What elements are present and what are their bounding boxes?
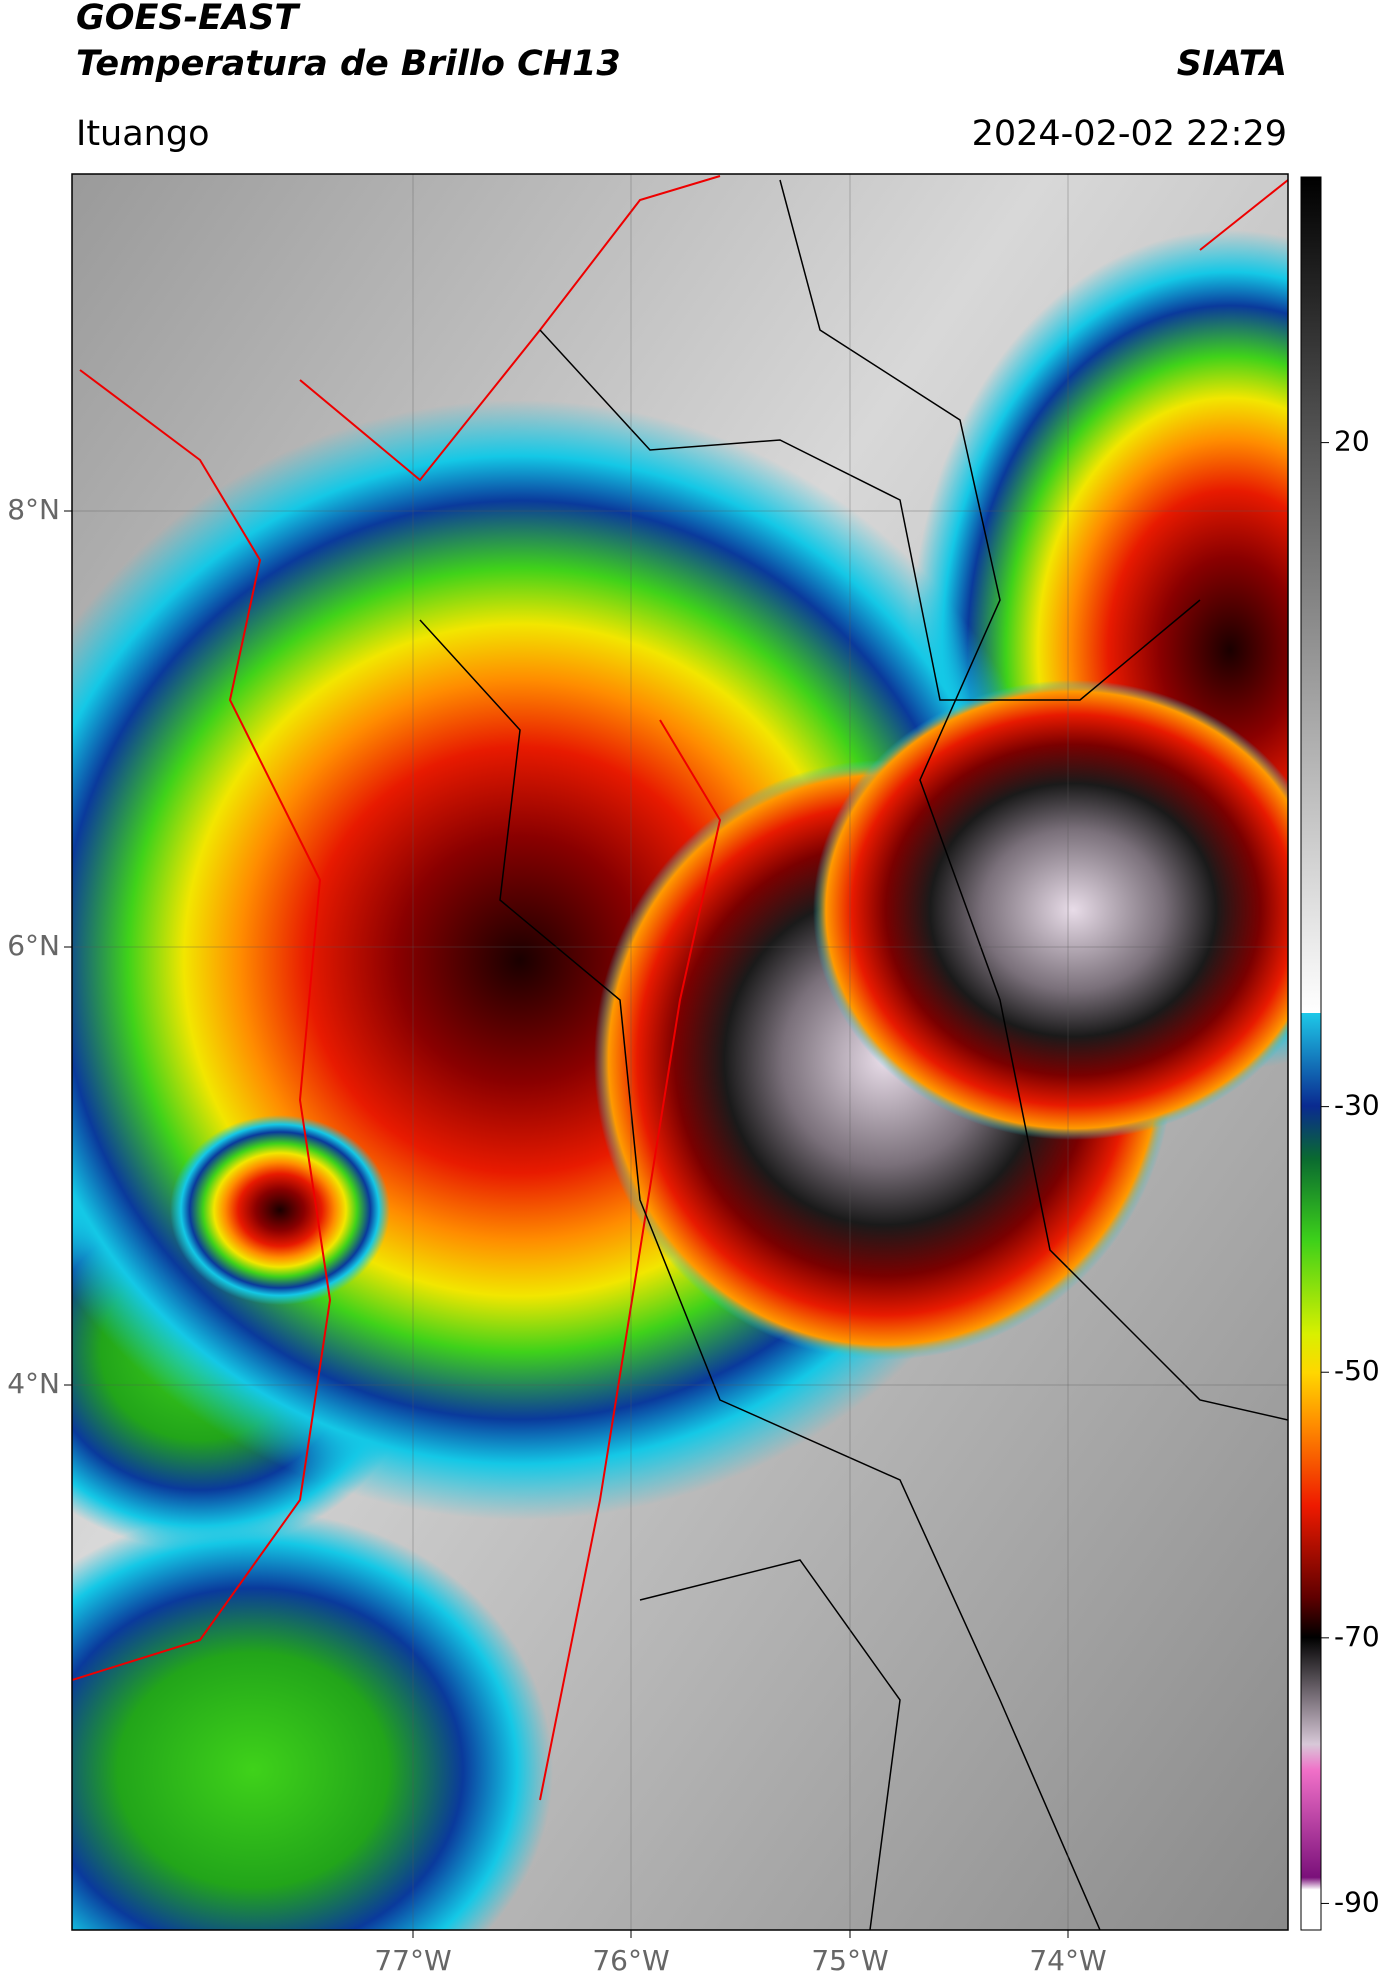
colorbar-tick-label: -50 <box>1334 1354 1380 1387</box>
lon-label: 75°W <box>811 1944 888 1977</box>
subtitle: Temperatura de Brillo CH13 <box>76 44 621 84</box>
colorbar <box>1300 176 1322 1931</box>
lat-label: 6°N <box>7 929 60 962</box>
location: Ituango <box>76 114 210 154</box>
datetime: 2024-02-02 22:29 <box>971 114 1287 154</box>
colorbar-tick-label: -70 <box>1334 1620 1380 1653</box>
lat-label: 8°N <box>7 493 60 526</box>
title: GOES-EAST <box>76 0 299 38</box>
brand: SIATA <box>1176 44 1287 84</box>
lon-label: 76°W <box>592 1944 669 1977</box>
colorbar-tick-label: -90 <box>1334 1885 1380 1918</box>
map-frame <box>71 173 1289 1931</box>
lon-label: 74°W <box>1029 1944 1106 1977</box>
lon-label: 77°W <box>374 1944 451 1977</box>
colorbar-tick-label: -30 <box>1334 1089 1380 1122</box>
satellite-image <box>72 174 1288 1930</box>
colorbar-tick-label: 20 <box>1334 425 1370 458</box>
lat-label: 4°N <box>7 1367 60 1400</box>
